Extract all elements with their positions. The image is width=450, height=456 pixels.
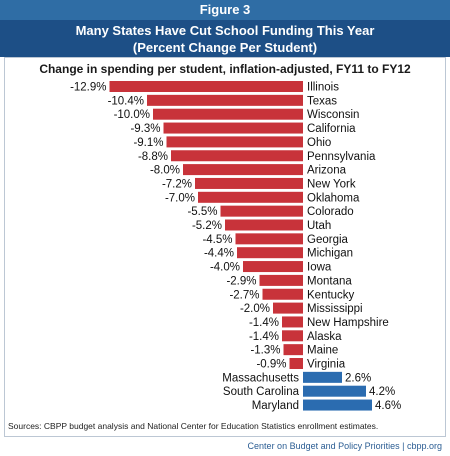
chart-title: Many States Have Cut School Funding This… xyxy=(75,23,375,38)
value-label: -0.9% xyxy=(256,359,286,371)
value-label: -9.3% xyxy=(130,123,160,135)
value-label: -2.7% xyxy=(229,289,259,301)
value-label: 2.6% xyxy=(345,372,371,384)
bar-michigan xyxy=(237,247,303,259)
bar-alaska xyxy=(282,330,303,342)
value-label: -4.5% xyxy=(202,234,232,246)
credit-line: Center on Budget and Policy Priorities |… xyxy=(247,441,442,451)
category-label: Alaska xyxy=(307,331,342,343)
bar-georgia xyxy=(235,233,303,245)
bar-south-carolina xyxy=(303,385,366,397)
category-label: Kentucky xyxy=(307,289,355,301)
category-label: Texas xyxy=(307,95,337,107)
value-label: -2.0% xyxy=(240,303,270,315)
bar-colorado xyxy=(220,205,303,217)
value-label: -7.2% xyxy=(162,178,192,190)
category-label: Montana xyxy=(307,275,352,287)
chart-title-box: Many States Have Cut School Funding This… xyxy=(0,20,450,57)
bar-wisconsin xyxy=(153,108,303,120)
bar-pennsylvania xyxy=(171,150,303,162)
bar-utah xyxy=(225,219,303,231)
bar-oklahoma xyxy=(198,191,303,203)
category-label: Pennsylvania xyxy=(307,151,376,163)
value-label: -8.0% xyxy=(150,165,180,177)
value-label: -5.2% xyxy=(192,220,222,232)
bar-virginia xyxy=(289,358,303,369)
value-label: -4.0% xyxy=(210,262,240,274)
bar-new-hampshire xyxy=(282,316,303,328)
bar-maine xyxy=(283,344,303,356)
value-label: -8.8% xyxy=(138,151,168,163)
chart-subtitle: Change in spending per student, inflatio… xyxy=(39,62,411,76)
category-label: Maryland xyxy=(252,400,299,412)
category-label: New York xyxy=(307,178,356,190)
bar-illinois xyxy=(109,81,303,92)
value-label: -2.9% xyxy=(226,275,256,287)
value-label: 4.2% xyxy=(369,386,395,398)
category-label: Utah xyxy=(307,220,331,232)
value-label: 4.6% xyxy=(375,400,401,412)
value-label: -1.3% xyxy=(250,345,280,357)
source-note: Sources: CBPP budget analysis and Nation… xyxy=(8,421,379,431)
bar-maryland xyxy=(303,399,372,411)
category-label: New Hampshire xyxy=(307,317,389,329)
category-label: Wisconsin xyxy=(307,109,359,121)
bar-arizona xyxy=(183,164,303,176)
value-label: -1.4% xyxy=(249,317,279,329)
footer-bar xyxy=(0,437,450,456)
bar-mississippi xyxy=(273,302,303,314)
category-label: Georgia xyxy=(307,234,349,246)
category-label: Massachusetts xyxy=(222,372,299,384)
category-label: Michigan xyxy=(307,248,353,260)
bar-iowa xyxy=(243,261,303,273)
category-label: Oklahoma xyxy=(307,192,360,204)
chart-title-sub: (Percent Change Per Student) xyxy=(132,40,318,55)
value-label: -9.1% xyxy=(133,137,163,149)
value-label: -12.9% xyxy=(70,82,106,94)
value-label: -10.4% xyxy=(108,95,144,107)
category-label: Illinois xyxy=(307,82,339,94)
category-label: Iowa xyxy=(307,262,332,274)
category-label: Ohio xyxy=(307,137,331,149)
value-label: -5.5% xyxy=(187,206,217,218)
value-label: -10.0% xyxy=(114,109,150,121)
bar-montana xyxy=(259,274,303,286)
category-label: Maine xyxy=(307,345,338,357)
bar-texas xyxy=(147,94,303,106)
category-label: Colorado xyxy=(307,206,354,218)
category-label: Arizona xyxy=(307,165,347,177)
category-label: Mississippi xyxy=(307,303,363,315)
bar-massachusetts xyxy=(303,371,342,383)
bar-new-york xyxy=(195,177,303,189)
chart-panel: Change in spending per student, inflatio… xyxy=(4,57,446,437)
bar-california xyxy=(163,122,303,134)
bar-kentucky xyxy=(262,288,303,300)
value-label: -4.4% xyxy=(204,248,234,260)
category-label: South Carolina xyxy=(223,386,300,398)
value-label: -7.0% xyxy=(165,192,195,204)
category-label: California xyxy=(307,123,356,135)
value-label: -1.4% xyxy=(249,331,279,343)
figure-label: Figure 3 xyxy=(0,0,450,20)
category-label: Virginia xyxy=(307,359,346,371)
bar-ohio xyxy=(166,136,303,148)
